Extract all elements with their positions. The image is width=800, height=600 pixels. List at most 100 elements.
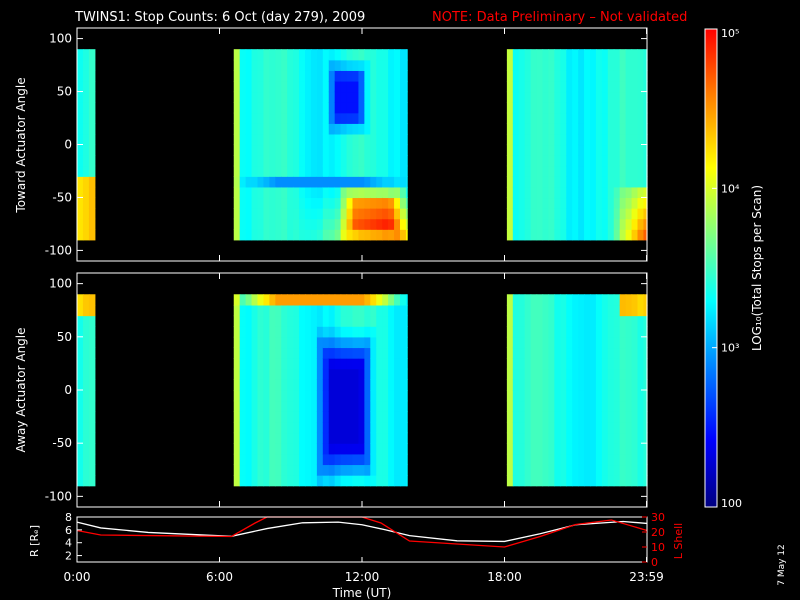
heatmap-cell xyxy=(233,358,241,370)
heatmap-cell xyxy=(388,304,395,317)
heatmap-cell xyxy=(613,432,621,444)
heatmap-cell xyxy=(601,411,609,423)
heatmap-cell xyxy=(394,315,401,327)
heatmap-cell xyxy=(287,368,294,380)
heatmap-cell xyxy=(364,432,371,444)
heatmap-cell xyxy=(346,229,354,241)
heatmap-cell xyxy=(613,91,621,103)
heatmap-cell xyxy=(310,176,318,188)
heatmap-cell xyxy=(352,91,360,103)
heatmap-cell xyxy=(251,49,259,61)
heatmap-cell xyxy=(233,336,241,349)
heatmap-cell xyxy=(400,304,407,317)
heatmap-cell xyxy=(77,123,84,135)
heatmap-cell xyxy=(394,80,401,93)
heatmap-cell xyxy=(536,229,544,241)
heatmap-cell xyxy=(299,400,306,412)
heatmap-cell xyxy=(619,102,627,114)
y-tick-label: 0 xyxy=(64,383,72,397)
heatmap-cell xyxy=(275,70,282,82)
heatmap-cell xyxy=(625,91,633,103)
heatmap-cell xyxy=(358,336,365,349)
heatmap-cell xyxy=(536,123,544,135)
heatmap-cell xyxy=(394,443,401,455)
heatmap-cell xyxy=(625,112,633,124)
heatmap-cell xyxy=(566,326,573,338)
heatmap-cell xyxy=(287,411,294,423)
heatmap-cell xyxy=(619,112,627,124)
heatmap-cell xyxy=(400,112,407,124)
heatmap-cell xyxy=(275,112,282,124)
heatmap-cell xyxy=(631,368,639,380)
heatmap-cell xyxy=(512,336,520,349)
heatmap-cell xyxy=(542,336,550,349)
heatmap-cell xyxy=(299,411,306,423)
heatmap-cell xyxy=(595,229,603,241)
heatmap-cell xyxy=(548,91,555,103)
time-axis-label: Time (UT) xyxy=(332,586,392,600)
x-tick-label: 0:00 xyxy=(64,570,91,584)
heatmap-cell xyxy=(631,49,639,61)
heatmap-cell xyxy=(322,155,330,167)
heatmap-cell xyxy=(506,294,514,306)
heatmap-cell xyxy=(542,294,550,306)
heatmap-cell xyxy=(394,155,401,167)
heatmap-cell xyxy=(334,368,342,380)
heatmap-cell xyxy=(566,400,573,412)
heatmap-cell xyxy=(595,358,603,370)
heatmap-cell xyxy=(281,379,288,391)
heatmap-cell xyxy=(590,400,597,412)
heatmap-cell xyxy=(305,390,312,402)
heatmap-cell xyxy=(637,304,645,317)
heatmap-cell xyxy=(536,475,544,487)
heatmap-cell xyxy=(322,165,330,177)
heatmap-cell xyxy=(530,453,538,466)
heatmap-cell xyxy=(566,165,573,177)
heatmap-cell xyxy=(584,315,591,327)
heatmap-cell xyxy=(269,379,276,391)
heatmap-cell xyxy=(518,229,526,241)
heatmap-cell xyxy=(512,315,520,327)
heatmap-cell xyxy=(370,421,377,434)
heatmap-cell xyxy=(554,144,561,156)
heatmap-cell xyxy=(619,315,627,327)
heatmap-cell xyxy=(245,326,253,338)
heatmap-cell xyxy=(257,144,265,156)
heatmap-cell xyxy=(619,432,627,444)
heatmap-cell xyxy=(305,80,312,93)
heatmap-cell xyxy=(82,453,90,466)
heatmap-cell xyxy=(340,421,348,434)
heatmap-cell xyxy=(257,197,265,209)
heatmap-cell xyxy=(394,379,401,391)
heatmap-cell xyxy=(566,133,573,146)
heatmap-cell xyxy=(637,464,645,476)
heatmap-cell xyxy=(584,347,591,359)
heatmap-cell xyxy=(542,218,550,230)
heatmap-cell xyxy=(405,443,408,455)
heatmap-cell xyxy=(316,475,324,487)
heatmap-cell xyxy=(530,336,538,349)
heatmap-cell xyxy=(388,379,395,391)
heatmap-cell xyxy=(590,176,597,188)
heatmap-cell xyxy=(382,102,389,114)
heatmap-cell xyxy=(607,102,615,114)
heatmap-cell xyxy=(554,176,561,188)
heatmap-cell xyxy=(572,411,579,423)
heatmap-cell xyxy=(245,315,253,327)
heatmap-cell xyxy=(77,453,84,466)
heatmap-cell xyxy=(328,176,336,188)
heatmap-cell xyxy=(590,326,597,338)
heatmap-cell xyxy=(370,453,377,466)
heatmap-cell xyxy=(554,112,561,124)
heatmap-cell xyxy=(239,49,247,61)
heatmap-cell xyxy=(275,186,282,199)
heatmap-cell xyxy=(239,165,247,177)
heatmap-cell xyxy=(584,443,591,455)
heatmap-cell xyxy=(554,464,561,476)
heatmap-cell xyxy=(358,197,365,209)
heatmap-cell xyxy=(524,400,532,412)
heatmap-cell xyxy=(554,475,561,487)
heatmap-cell xyxy=(82,70,90,82)
heatmap-cell xyxy=(518,59,526,71)
heatmap-cell xyxy=(578,186,585,199)
